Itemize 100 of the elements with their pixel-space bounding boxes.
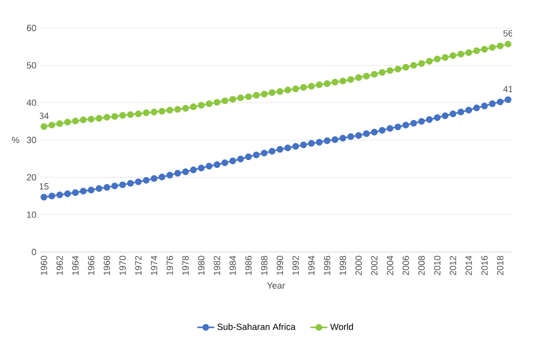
x-tick-label: 1998 [340,256,346,275]
data-label: 41 [503,86,513,92]
point [88,186,94,194]
point [198,102,205,109]
point [48,122,56,128]
x-tick-label: 1980 [198,256,204,275]
point [72,118,79,124]
x-tick-label: 1968 [104,256,110,275]
x-tick-label: 2008 [418,256,425,276]
point [96,185,102,192]
point [88,116,94,122]
point [166,172,174,178]
x-tick-label: 1976 [166,256,173,275]
point [40,194,48,200]
point [442,54,448,61]
point [260,90,268,98]
point [316,138,323,146]
point [465,106,472,114]
x-tick-label: 1962 [56,256,63,275]
point [158,108,166,115]
point [206,100,212,108]
x-tick-label: 2010 [434,256,440,276]
y-axis-title: % [12,136,20,144]
point [104,184,110,191]
point [426,58,433,65]
point [488,44,496,51]
point [48,192,56,200]
x-tick-label: 1990 [276,256,284,275]
point [450,110,456,118]
point [308,82,315,90]
point [355,132,362,139]
y-tick-label: 60 [26,24,36,32]
point [308,140,315,147]
point [142,109,150,116]
y-tick-label: 40 [26,99,36,106]
point [190,166,197,174]
point [182,168,189,176]
point [174,170,182,177]
point [111,182,118,190]
point [127,180,134,187]
point [394,124,402,130]
x-tick-label: 1964 [72,256,79,275]
x-tick-label: 1982 [214,256,220,275]
y-tick-label: 10 [27,211,36,218]
point [465,49,472,56]
point [504,40,512,48]
point [347,76,354,83]
point [72,189,79,196]
point [96,114,102,122]
x-tick-label: 1972 [135,256,142,275]
point [347,133,354,140]
point [245,93,252,100]
point [300,84,307,91]
point [402,64,410,71]
point [276,146,284,153]
point [260,150,268,156]
point [119,112,126,119]
x-tick-label: 1988 [261,256,268,275]
point [450,52,456,59]
x-tick-label: 2004 [386,256,394,276]
point [229,158,236,164]
point [237,94,244,102]
point [458,108,464,116]
point [134,178,142,186]
point [134,110,142,118]
x-tick-label: 1996 [324,256,330,275]
x-tick-label: 1966 [88,256,94,275]
y-tick-label: 20 [26,174,36,181]
point [222,97,228,104]
x-tick-label: 1992 [292,256,299,275]
point [442,112,448,120]
x-tick-label: 1978 [182,256,189,275]
point [473,47,480,54]
point [214,98,220,106]
point [142,176,150,184]
x-tick-label: 2006 [402,256,409,276]
point [496,98,504,106]
x-tick-label: 2000 [355,256,362,276]
point [378,69,386,76]
point [80,116,87,124]
x-tick-label: 2014 [466,256,472,276]
point [292,86,300,92]
x-axis-title: Year [267,282,285,289]
point [324,80,330,87]
point [332,78,338,86]
point [222,159,228,166]
point [340,134,346,142]
point [80,188,87,194]
point [488,100,496,108]
point [340,78,346,84]
point [237,156,244,162]
x-tick-label: 1994 [308,256,315,275]
point [324,137,330,144]
point [386,67,394,74]
point [370,70,378,78]
point [481,46,488,53]
point [418,60,425,67]
x-tick-label: 1986 [245,256,252,275]
point [434,56,441,62]
point [150,175,158,182]
